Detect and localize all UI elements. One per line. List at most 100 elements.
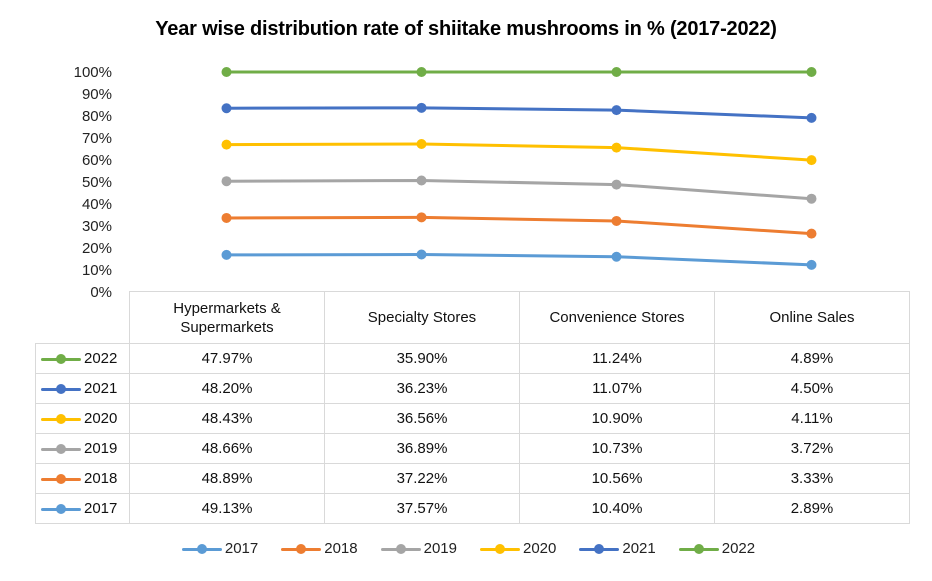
y-tick-label: 70%	[82, 130, 112, 147]
legend-key-icon	[678, 543, 719, 554]
table-row: 2019 48.66% 36.89% 10.73% 3.72%	[35, 433, 910, 464]
plot-area: 0%10%20%30%40%50%60%70%80%90%100%	[74, 64, 817, 300]
legend-item-2018: 2018	[276, 540, 358, 557]
legend-key-icon	[41, 414, 81, 425]
table-row-key: 2020	[35, 403, 130, 434]
table-cell: 48.89%	[129, 463, 325, 494]
table-row-label: 2018	[84, 470, 118, 487]
table-column-header: Specialty Stores	[324, 291, 520, 344]
table-row-key: 2019	[35, 433, 130, 464]
legend: 2017 2018 2019 2020 2021 2022	[0, 540, 932, 557]
data-point-2019-3	[806, 193, 817, 204]
table-cell: 3.72%	[714, 433, 910, 464]
legend-label: 2021	[622, 540, 656, 557]
data-point-2019-0	[221, 176, 232, 187]
table-row: 2022 47.97% 35.90% 11.24% 4.89%	[35, 343, 910, 374]
y-tick-label: 10%	[82, 262, 112, 279]
series-lines	[226, 70, 812, 267]
table-cell: 2.89%	[714, 493, 910, 524]
data-point-2021-0	[221, 103, 232, 114]
table-header-row: Hypermarkets & Supermarkets Specialty Stor…	[35, 291, 910, 344]
table-cell: 11.07%	[519, 373, 715, 404]
table-cell: 48.43%	[129, 403, 325, 434]
legend-key-icon	[41, 444, 81, 455]
legend-key-icon	[41, 384, 81, 395]
data-point-2017-1	[416, 249, 427, 260]
legend-label: 2018	[324, 540, 358, 557]
data-point-2020-2	[611, 142, 622, 153]
y-axis: 0%10%20%30%40%50%60%70%80%90%100%	[74, 64, 112, 300]
table-row: 2020 48.43% 36.56% 10.90% 4.11%	[35, 403, 910, 434]
table-cell: 10.40%	[519, 493, 715, 524]
data-point-2019-2	[611, 179, 622, 190]
y-tick-label: 20%	[82, 240, 112, 257]
table-row-key: 2022	[35, 343, 130, 374]
table-cell: 10.90%	[519, 403, 715, 434]
table-row: 2017 49.13% 37.57% 10.40% 2.89%	[35, 493, 910, 524]
table-row-key: 2017	[35, 493, 130, 524]
series-line-2017	[226, 252, 812, 267]
table-corner	[35, 291, 130, 344]
y-tick-label: 40%	[82, 196, 112, 213]
table-cell: 49.13%	[129, 493, 325, 524]
y-tick-label: 60%	[82, 152, 112, 169]
table-row: 2018 48.89% 37.22% 10.56% 3.33%	[35, 463, 910, 494]
legend-label: 2020	[523, 540, 557, 557]
series-line-2018	[226, 215, 812, 236]
table-cell: 48.20%	[129, 373, 325, 404]
table-cell: 11.24%	[519, 343, 715, 374]
table-cell: 10.73%	[519, 433, 715, 464]
legend-item-2022: 2022	[674, 540, 755, 557]
legend-item-2017: 2017	[177, 540, 258, 557]
legend-item-2020: 2020	[475, 540, 556, 557]
data-point-2018-0	[221, 212, 232, 223]
legend-key-icon	[281, 543, 322, 554]
table-row-label: 2017	[84, 500, 118, 517]
table-column-header: Hypermarkets & Supermarkets	[129, 291, 325, 344]
table-row-label: 2022	[84, 350, 118, 367]
table-cell: 37.57%	[324, 493, 520, 524]
data-point-2020-0	[221, 139, 232, 150]
table-cell: 36.23%	[324, 373, 520, 404]
legend-key-icon	[480, 543, 520, 554]
data-point-2021-3	[806, 112, 817, 123]
data-point-2020-1	[416, 139, 427, 150]
y-tick-label: 50%	[82, 174, 112, 191]
legend-key-icon	[579, 543, 620, 554]
table-row-label: 2020	[84, 410, 118, 427]
data-point-2022-1	[416, 67, 427, 77]
table-cell: 10.56%	[519, 463, 715, 494]
table-row-key: 2018	[35, 463, 130, 494]
table-row-label: 2019	[84, 440, 118, 457]
data-point-2017-0	[221, 249, 232, 260]
data-point-2022-2	[611, 67, 622, 77]
series-markers	[221, 67, 817, 270]
data-point-2017-2	[611, 251, 622, 262]
table-cell: 3.33%	[714, 463, 910, 494]
table-cell: 4.89%	[714, 343, 910, 374]
legend-key-icon	[181, 543, 222, 554]
legend-label: 2022	[721, 540, 756, 557]
y-tick-label: 80%	[82, 108, 112, 125]
data-point-2020-3	[806, 155, 817, 166]
data-point-2018-3	[806, 228, 817, 239]
table-row: 2021 48.20% 36.23% 11.07% 4.50%	[35, 373, 910, 404]
data-point-2019-1	[416, 175, 427, 186]
data-point-2021-1	[416, 102, 427, 113]
table-cell: 36.89%	[324, 433, 520, 464]
legend-label: 2019	[423, 540, 457, 557]
legend-key-icon	[41, 354, 81, 365]
table-cell: 4.50%	[714, 373, 910, 404]
table-cell: 4.11%	[714, 403, 910, 434]
table-cell: 36.56%	[324, 403, 520, 434]
table-column-header: Online Sales	[714, 291, 910, 344]
data-table: Hypermarkets & Supermarkets Specialty Stor…	[35, 291, 910, 524]
table-cell: 47.97%	[129, 343, 325, 374]
series-line-2019	[226, 179, 812, 201]
data-point-2022-0	[221, 67, 232, 77]
legend-label: 2017	[224, 540, 259, 557]
data-point-2021-2	[611, 105, 622, 116]
legend-key-icon	[380, 543, 421, 554]
series-line-2021	[226, 106, 812, 120]
data-point-2018-2	[611, 215, 622, 226]
